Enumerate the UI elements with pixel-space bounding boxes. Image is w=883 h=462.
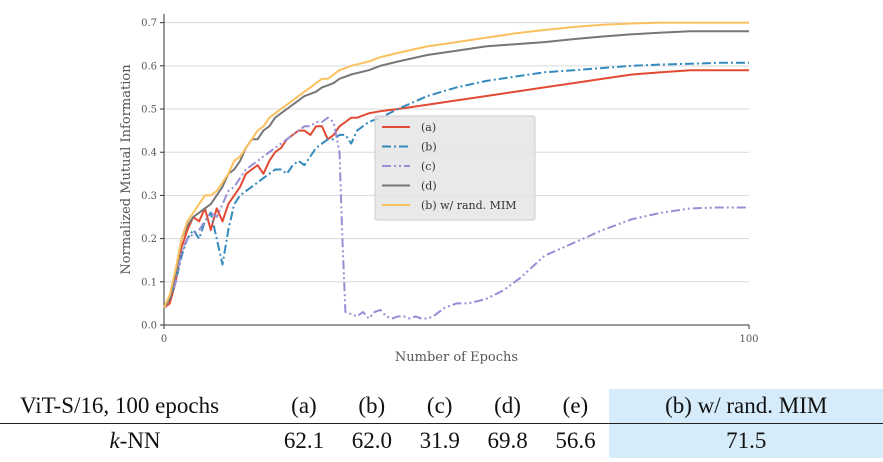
table-row: k-NN 62.1 62.0 31.9 69.8 56.6 71.5	[0, 423, 883, 459]
series-line-1	[163, 61, 749, 309]
legend-label-0: (a)	[421, 121, 436, 134]
table-header-row: ViT-S/16, 100 epochs (a) (b) (c) (d) (e)…	[0, 389, 883, 424]
y-tick-label: 0.0	[141, 321, 157, 332]
x-axis-title: Number of Epochs	[395, 350, 518, 365]
y-tick-label: 0.6	[141, 61, 157, 72]
y-axis-title: Normalized Mutual Information	[119, 64, 134, 275]
table-header-rand-mim: (b) w/ rand. MIM	[609, 389, 883, 424]
table-cell-b: 62.0	[351, 428, 392, 453]
series-line-3	[163, 30, 749, 309]
legend-label-3: (d)	[421, 180, 437, 193]
table-header-a: (a)	[270, 389, 338, 424]
y-tick-label: 0.7	[141, 18, 157, 29]
table-header-c: (c)	[405, 389, 474, 424]
table-cell-d: 69.8	[487, 428, 528, 453]
table-cell-e: 56.6	[555, 428, 596, 453]
series-line-0	[163, 69, 749, 309]
results-table: ViT-S/16, 100 epochs (a) (b) (c) (d) (e)…	[0, 389, 883, 458]
table-cell-rand-mim: 71.5	[609, 423, 883, 458]
x-tick-label: 100	[739, 334, 758, 345]
table-cell-a: 62.1	[283, 428, 325, 453]
table-header-b: (b)	[337, 389, 406, 424]
table-header-d: (d)	[473, 389, 542, 424]
legend-label-1: (b)	[421, 141, 437, 154]
y-tick-label: 0.4	[141, 148, 157, 159]
nmi-line-chart: 0.0 0.1 0.2 0.3 0.4 0.5 0.6 0.7 0 100 Number of Ep…	[119, 14, 759, 365]
y-tick-label: 0.2	[141, 234, 157, 245]
x-tick-label: 0	[161, 334, 167, 345]
y-tick-label: 0.1	[141, 277, 157, 288]
y-tick-label: 0.3	[141, 191, 157, 202]
row-label-k: k	[109, 428, 120, 453]
table-header-e: (e)	[541, 389, 610, 424]
series-line-4	[163, 21, 749, 309]
series-line-2	[163, 116, 749, 320]
chart-svg: 0.0 0.1 0.2 0.3 0.4 0.5 0.6 0.7 0 100 Number of Ep…	[119, 14, 759, 365]
y-tick-label: 0.5	[141, 105, 157, 116]
table-cell-c: 31.9	[419, 428, 460, 453]
legend-label-2: (c)	[421, 160, 436, 173]
legend-box	[374, 115, 536, 221]
table-row-label: k-NN	[0, 424, 270, 459]
legend-label-4: (b) w/ rand. MIM	[421, 199, 517, 212]
row-label-nn: -NN	[119, 428, 161, 453]
table-header-setting: ViT-S/16, 100 epochs	[0, 389, 270, 424]
